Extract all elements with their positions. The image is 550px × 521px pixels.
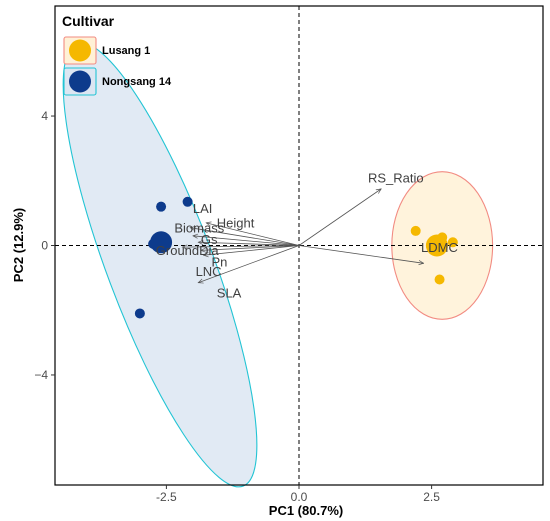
y-tick-label: 0 bbox=[41, 239, 48, 253]
group-centroid bbox=[150, 231, 173, 254]
legend-title: Cultivar bbox=[62, 13, 115, 29]
legend: Cultivar Lusang 1 Nongsang 14 bbox=[62, 13, 172, 96]
loading-arrow-rs-ratio bbox=[298, 189, 381, 246]
confidence-ellipse-1 bbox=[62, 42, 258, 488]
loading-label: LNC bbox=[196, 264, 222, 279]
data-point bbox=[410, 225, 421, 236]
loading-arrow-gs bbox=[198, 242, 300, 246]
data-point bbox=[182, 196, 193, 207]
y-tick-label: −4 bbox=[34, 368, 48, 382]
loading-label: GroundDia bbox=[156, 243, 220, 258]
x-tick-label: 2.5 bbox=[423, 490, 440, 504]
loading-label: LDMC bbox=[421, 240, 458, 255]
x-tick-label: 0.0 bbox=[291, 490, 308, 504]
loading-label: Pn bbox=[211, 255, 227, 270]
data-point bbox=[134, 308, 145, 319]
data-point bbox=[156, 201, 167, 212]
loading-arrow-lnc bbox=[204, 245, 300, 256]
plot-area: RS_Ratio LDMC Height LAI BiomassGsGroundDiaP… bbox=[55, 6, 543, 488]
y-axis-title: PC2 (12.9%) bbox=[11, 208, 26, 282]
loading-arrow-sla bbox=[198, 245, 300, 283]
loading-label: SLA bbox=[217, 285, 242, 300]
data-point bbox=[447, 237, 458, 248]
axes: -2.5 0.0 2.5 −4 0 4 bbox=[34, 5, 544, 504]
loading-arrow-pn bbox=[201, 245, 300, 251]
loading-label: RS_Ratio bbox=[368, 170, 424, 185]
y-tick-label: 4 bbox=[41, 109, 48, 123]
loading-label: Biomass bbox=[174, 221, 224, 236]
loading-arrow-lai bbox=[206, 223, 300, 246]
x-axis-title: PC1 (80.7%) bbox=[269, 503, 343, 518]
loading-arrow-grounddia bbox=[182, 246, 300, 248]
loading-arrow-height bbox=[190, 228, 300, 246]
legend-label: Lusang 1 bbox=[102, 45, 150, 57]
group-centroid bbox=[425, 234, 448, 257]
data-point bbox=[434, 274, 445, 285]
x-tick-label: -2.5 bbox=[156, 490, 177, 504]
legend-key-marker bbox=[69, 70, 91, 93]
loading-label: Gs bbox=[201, 232, 218, 247]
loading-arrow-biomass bbox=[193, 236, 300, 246]
loading-label: LAI bbox=[193, 201, 213, 216]
loading-label: Height bbox=[217, 216, 255, 231]
legend-key-marker bbox=[69, 39, 91, 62]
loading-arrow-ldmc bbox=[298, 245, 424, 264]
legend-label: Nongsang 14 bbox=[102, 76, 172, 88]
